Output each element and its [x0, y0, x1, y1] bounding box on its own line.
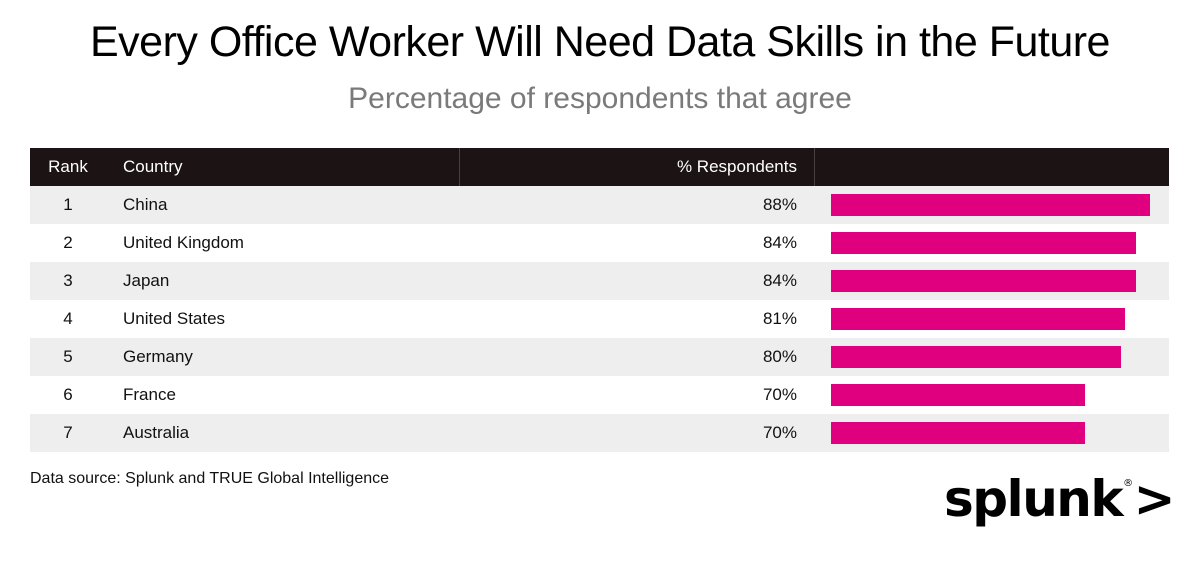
data-table: Rank Country % Respondents 1 China 88% 2 Uni…: [30, 148, 1169, 452]
rank-cell: 6: [63, 385, 73, 404]
bar-germany: [831, 346, 1121, 368]
country-cell: China: [123, 195, 168, 214]
chart-title: Every Office Worker Will Need Data Skill…: [90, 18, 1110, 66]
rank-cell: 4: [63, 309, 73, 328]
registered-mark: ®: [1123, 478, 1133, 489]
table-header: Rank Country % Respondents: [30, 148, 1169, 186]
logo-wordmark: splunk: [944, 470, 1124, 528]
table-row: 5 Germany 80%: [30, 338, 1169, 376]
percent-cell: 81%: [762, 309, 797, 328]
country-cell: Japan: [123, 271, 170, 290]
chart-subtitle: Percentage of respondents that agree: [348, 82, 852, 115]
country-cell: United States: [123, 309, 226, 328]
table-row: 7 Australia 70%: [30, 414, 1169, 452]
header-country: Country: [123, 157, 183, 176]
table-body: 1 China 88% 2 United Kingdom 84% 3 Japan 84% 4 Uni…: [30, 186, 1169, 452]
bar-united-states: [831, 308, 1125, 330]
splunk-logo: splunk ® >: [944, 470, 1176, 528]
percent-cell: 84%: [762, 233, 797, 252]
country-cell: United Kingdom: [123, 233, 244, 252]
percent-cell: 70%: [762, 385, 797, 404]
rank-cell: 5: [63, 347, 73, 366]
rank-cell: 1: [63, 195, 73, 214]
percent-cell: 84%: [762, 271, 797, 290]
percent-cell: 70%: [762, 423, 797, 442]
bar-australia: [831, 422, 1085, 444]
percent-cell: 80%: [762, 347, 797, 366]
country-cell: France: [123, 385, 176, 404]
bar-france: [831, 384, 1085, 406]
country-cell: Germany: [123, 347, 193, 366]
header-divider: [459, 148, 460, 186]
table-row: 1 China 88%: [30, 186, 1169, 224]
rank-cell: 2: [63, 233, 73, 252]
table-row: 3 Japan 84%: [30, 262, 1169, 300]
table-row: 2 United Kingdom 84%: [30, 224, 1169, 262]
table-row: 6 France 70%: [30, 376, 1169, 414]
table-row: 4 United States 81%: [30, 300, 1169, 338]
bar-japan: [831, 270, 1136, 292]
country-cell: Australia: [123, 423, 190, 442]
logo-chevron-icon: >: [1133, 470, 1176, 528]
bar-china: [831, 194, 1150, 216]
rank-cell: 7: [63, 423, 73, 442]
bar-united-kingdom: [831, 232, 1136, 254]
header-rank: Rank: [48, 157, 88, 176]
percent-cell: 88%: [762, 195, 797, 214]
rank-cell: 3: [63, 271, 73, 290]
data-source-note: Data source: Splunk and TRUE Global Inte…: [30, 470, 390, 487]
header-percent: % Respondents: [676, 157, 797, 176]
header-divider: [814, 148, 815, 186]
